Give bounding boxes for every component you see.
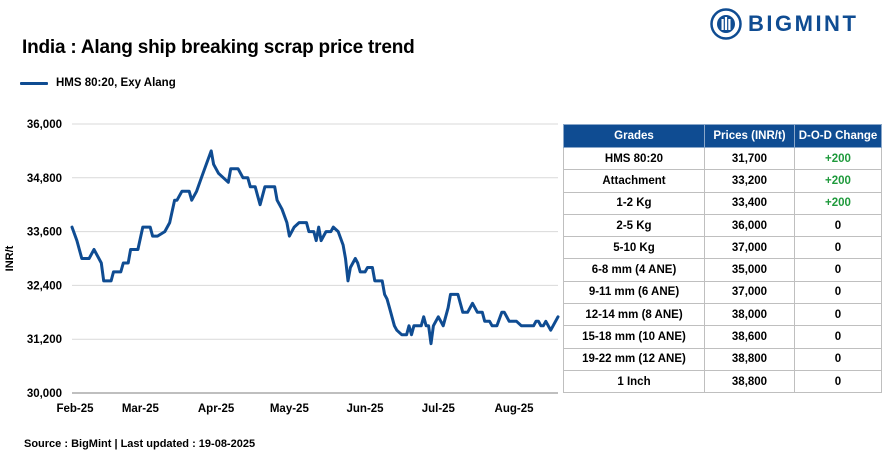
x-tick-label: Mar-25 — [122, 403, 160, 415]
table-header-row: Grades Prices (INR/t) D-O-D Change — [563, 124, 882, 148]
x-tick-label: Jun-25 — [347, 403, 385, 415]
brand-name: BIGMINT — [748, 11, 859, 36]
y-tick-label: 36,000 — [27, 119, 62, 131]
price-cell: 33,200 — [704, 169, 795, 193]
table-row: 1-2 Kg 33,400 +200 — [563, 191, 882, 215]
legend-swatch — [20, 81, 48, 85]
table-row: Attachment 33,200 +200 — [563, 169, 882, 193]
price-cell: 35,000 — [704, 258, 795, 282]
table-row: 5-10 Kg 37,000 0 — [563, 236, 882, 260]
header-grades: Grades — [563, 124, 705, 148]
table-row: 12-14 mm (8 ANE) 38,000 0 — [563, 303, 882, 327]
change-cell: 0 — [794, 213, 882, 238]
price-cell: 38,800 — [704, 347, 795, 371]
change-cell: 0 — [794, 236, 882, 260]
price-cell: 38,000 — [704, 303, 795, 327]
change-cell: 0 — [794, 325, 882, 349]
y-axis-label: INR/t — [4, 245, 16, 271]
change-cell: 0 — [794, 347, 882, 371]
grade-cell: 5-10 Kg — [563, 236, 705, 260]
change-cell: +200 — [794, 169, 882, 193]
change-cell: +200 — [794, 146, 882, 171]
price-cell: 38,600 — [704, 325, 795, 349]
change-cell: +200 — [794, 191, 882, 215]
change-cell: 0 — [794, 303, 882, 327]
price-cell: 31,700 — [704, 146, 795, 171]
grade-cell: 12-14 mm (8 ANE) — [563, 303, 705, 327]
header-prices: Prices (INR/t) — [704, 124, 795, 148]
x-tick-label: Feb-25 — [56, 403, 94, 415]
page-title: India : Alang ship breaking scrap price … — [22, 37, 415, 58]
source-note: Source : BigMint | Last updated : 19-08-… — [24, 438, 256, 450]
change-cell: 0 — [794, 369, 882, 394]
price-cell: 37,000 — [704, 236, 795, 260]
table-row: 6-8 mm (4 ANE) 35,000 0 — [563, 258, 882, 282]
y-tick-label: 30,000 — [27, 388, 62, 400]
x-tick-label: Jul-25 — [422, 403, 456, 415]
price-cell: 33,400 — [704, 191, 795, 215]
bigmint-logo-icon — [710, 8, 742, 40]
y-tick-label: 31,200 — [27, 334, 62, 346]
price-cell: 38,800 — [704, 369, 795, 394]
table-row: 15-18 mm (10 ANE) 38,600 0 — [563, 325, 882, 349]
y-tick-label: 34,800 — [27, 173, 62, 185]
header-dod-change: D-O-D Change — [794, 124, 882, 148]
change-cell: 0 — [794, 258, 882, 282]
grade-cell: 19-22 mm (12 ANE) — [563, 347, 705, 371]
series-line-0 — [70, 149, 560, 346]
y-tick-label: 32,400 — [27, 280, 62, 292]
price-cell: 37,000 — [704, 280, 795, 305]
price-trend-chart: 30,000 31,200 32,400 33,600 34,800 36,000 Feb-… — [4, 119, 560, 415]
legend-label: HMS 80:20, Exy Alang — [56, 77, 176, 89]
grade-cell: 9-11 mm (6 ANE) — [563, 280, 705, 305]
table-row: 2-5 Kg 36,000 0 — [563, 213, 882, 238]
grade-cell: 15-18 mm (10 ANE) — [563, 325, 705, 349]
grade-cell: 6-8 mm (4 ANE) — [563, 258, 705, 282]
chart-legend: HMS 80:20, Exy Alang — [20, 77, 176, 89]
grade-cell: 2-5 Kg — [563, 213, 705, 238]
grade-cell: HMS 80:20 — [563, 146, 705, 171]
x-tick-label: Apr-25 — [198, 403, 235, 415]
x-tick-label: May-25 — [270, 403, 310, 415]
brand-logo: BIGMINT — [710, 8, 875, 40]
y-tick-label: 33,600 — [27, 227, 62, 239]
grade-cell: 1-2 Kg — [563, 191, 705, 215]
x-tick-label: Aug-25 — [495, 403, 535, 415]
grades-price-table: Grades Prices (INR/t) D-O-D Change HMS 8… — [563, 124, 882, 394]
change-cell: 0 — [794, 280, 882, 305]
table-row: 1 Inch 38,800 0 — [563, 369, 882, 394]
grade-cell: 1 Inch — [563, 369, 705, 394]
price-cell: 36,000 — [704, 213, 795, 238]
table-row: 9-11 mm (6 ANE) 37,000 0 — [563, 280, 882, 305]
table-row: 19-22 mm (12 ANE) 38,800 0 — [563, 347, 882, 371]
grade-cell: Attachment — [563, 169, 705, 193]
table-row: HMS 80:20 31,700 +200 — [563, 146, 882, 171]
